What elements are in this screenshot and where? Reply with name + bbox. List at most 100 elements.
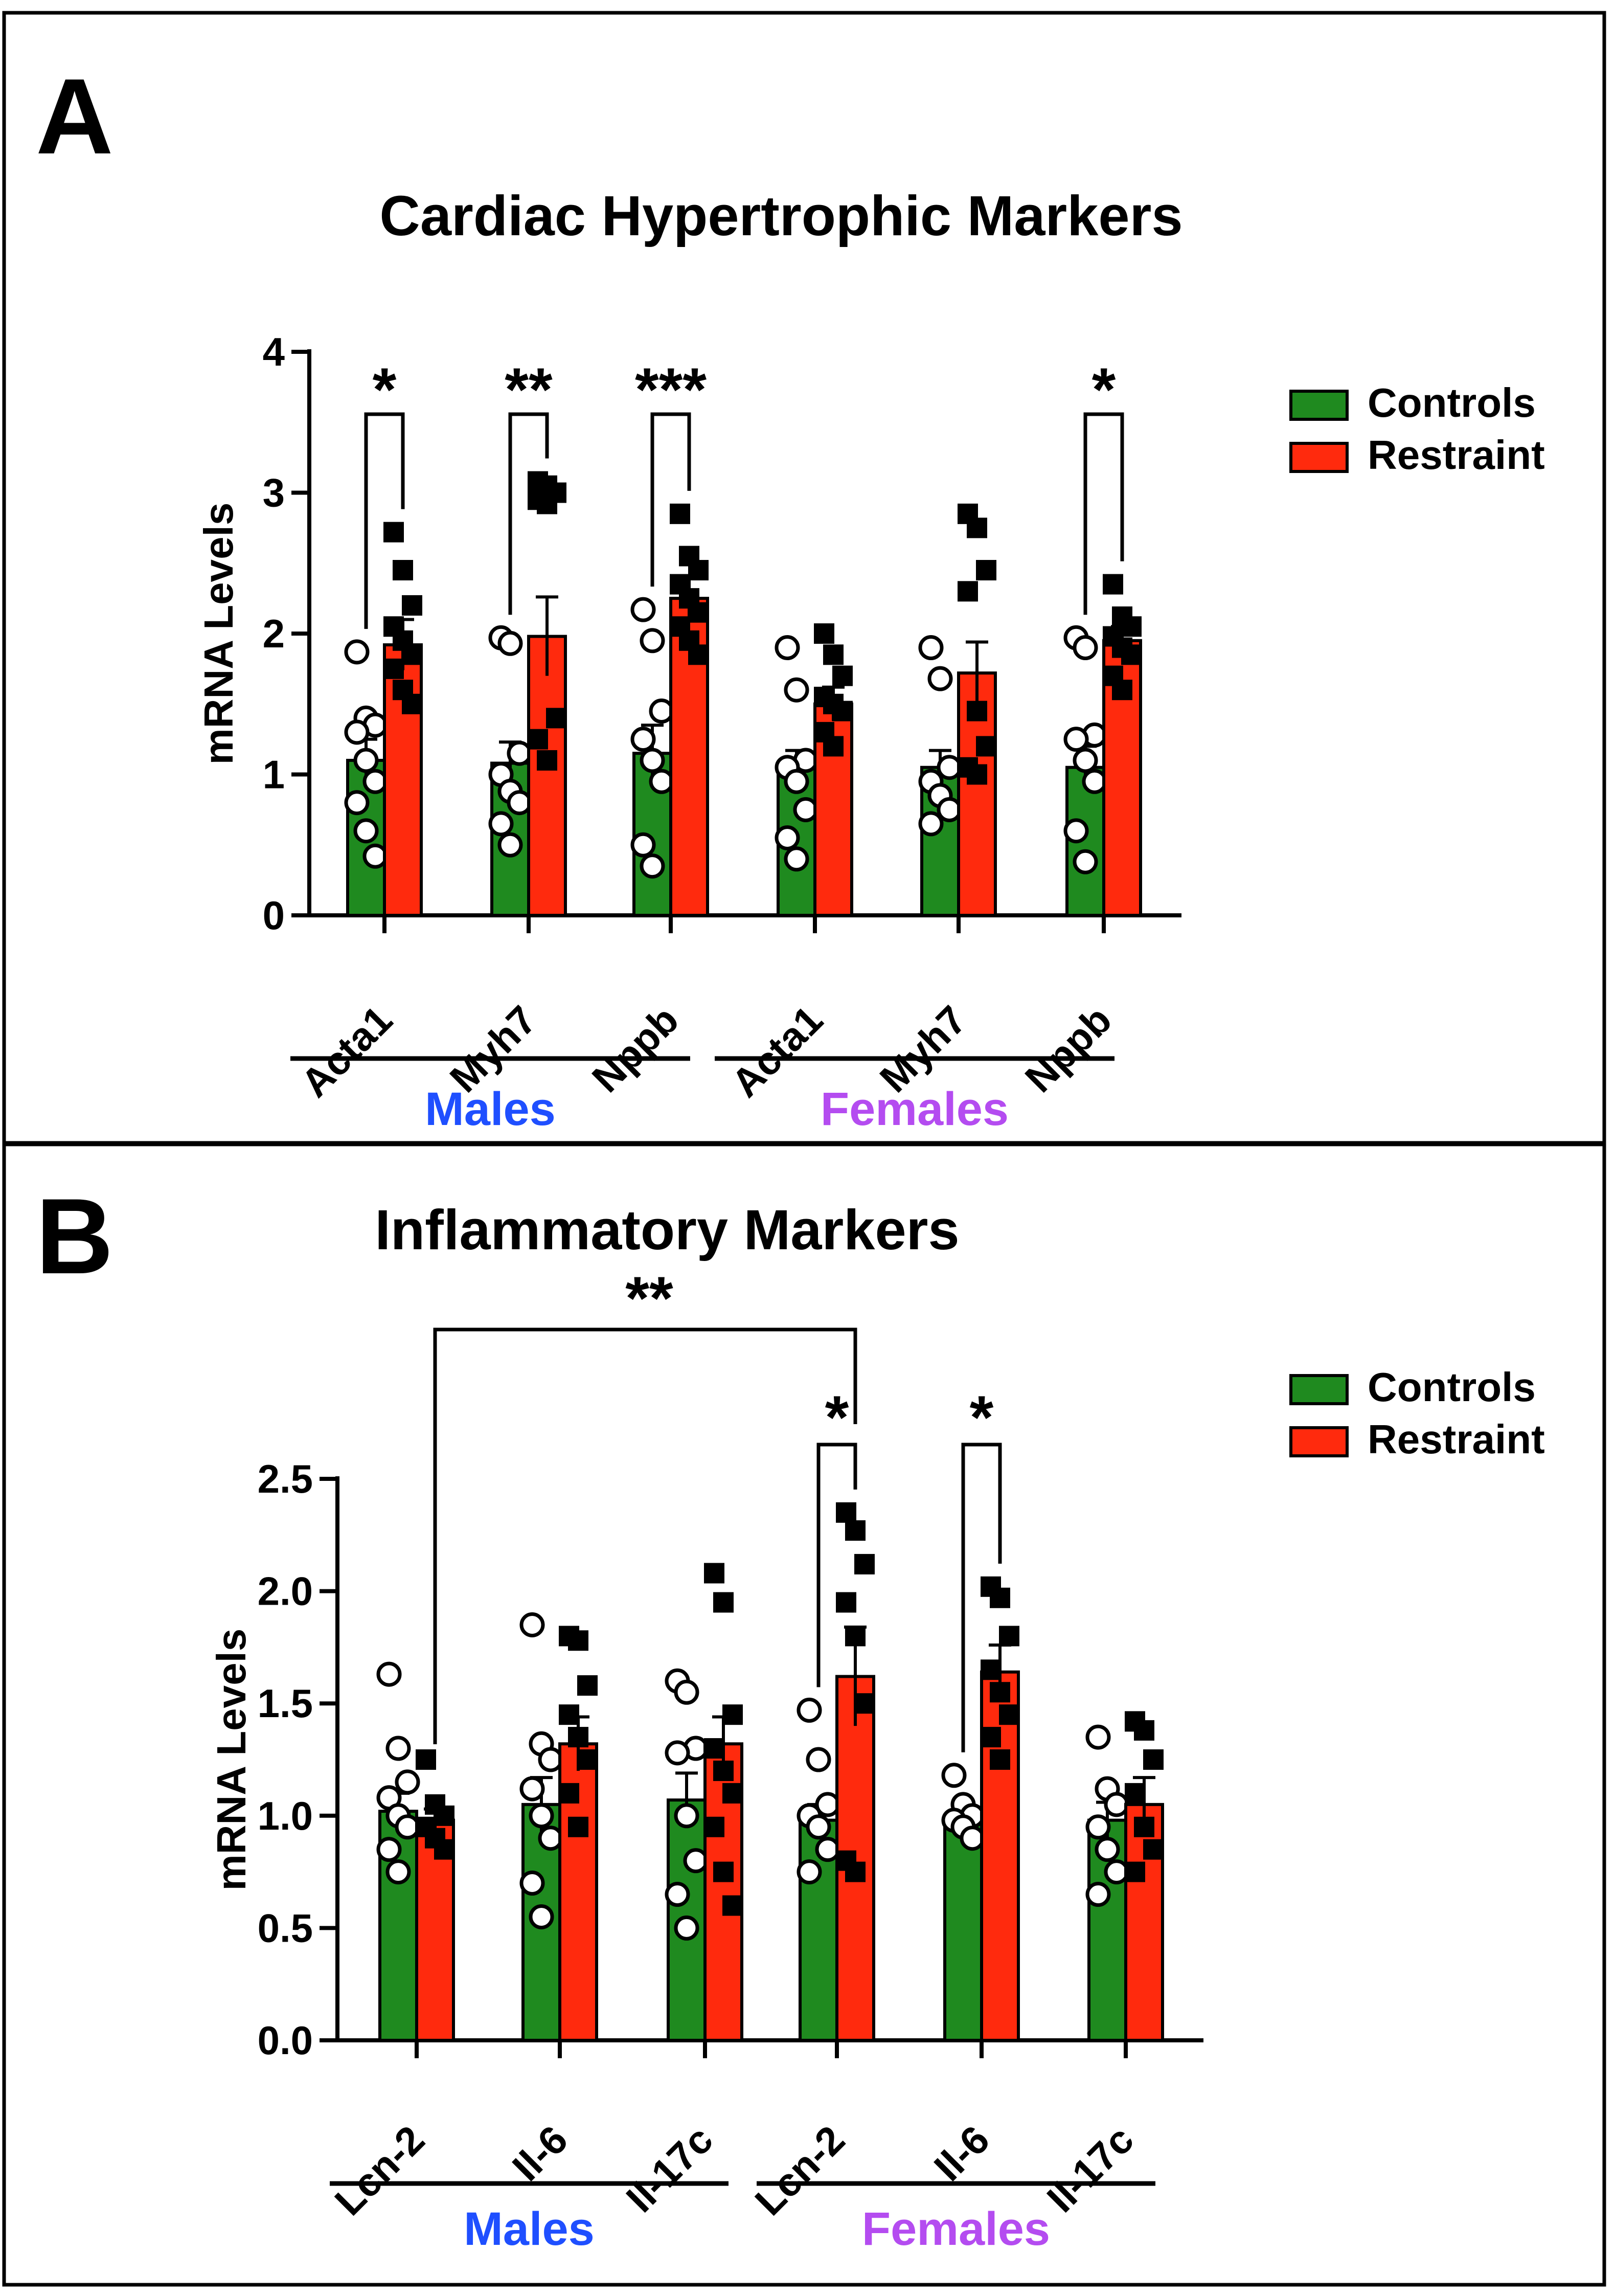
y-tick-label: 3 [263,470,285,515]
controls-point [344,639,370,665]
restraint-point [537,750,557,771]
restraint-point [568,1816,588,1837]
restraint-point [823,736,844,757]
controls-point [674,1915,699,1941]
controls-point [806,1747,831,1772]
x-tick-label: Il-6 [504,2117,576,2190]
controls-point [640,628,665,654]
panel-a-frame [2,11,1606,1145]
controls-point [395,1769,420,1795]
significance-label: * [825,1383,849,1452]
panel-b-frame [2,1142,1606,2287]
restraint-point [577,1749,598,1770]
controls-point [519,1612,545,1637]
restraint-point [1134,1816,1154,1837]
significance-label: * [1092,355,1116,424]
y-tick-label: 1.0 [258,1793,313,1838]
controls-point [630,597,656,622]
restraint-point [1121,616,1142,637]
x-tick-label: Acta1 [292,997,401,1106]
restraint-point [670,503,690,524]
controls-point [538,1747,563,1772]
y-tick-label: 1.5 [258,1681,313,1726]
legend-controls-swatch [1289,1374,1349,1405]
group-label-males: Males [464,2203,595,2255]
restraint-point [402,644,422,665]
restraint-point [393,560,413,581]
controls-point [674,1803,699,1829]
controls-point [806,1814,831,1840]
controls-point [395,1814,420,1840]
restraint-point [990,1682,1010,1703]
controls-point [1082,769,1107,794]
restraint-point [814,623,834,644]
restraint-point [559,1783,579,1804]
controls-point [797,1859,822,1885]
controls-point [674,1679,699,1705]
significance-bracket [816,1443,857,1687]
restraint-point [402,595,422,616]
restraint-point [568,1630,588,1651]
restraint-point [958,581,978,602]
restraint-point [704,1816,724,1837]
restraint-point [559,1704,579,1725]
restraint-point [713,1861,734,1882]
restraint-point [577,1675,598,1696]
legend-controls-label: Controls [1368,380,1536,425]
restraint-point [981,1659,1001,1680]
significance-bracket [364,412,405,629]
controls-point [784,769,809,794]
restraint-point [845,1626,866,1647]
legend-controls-label: Controls [1368,1364,1536,1410]
controls-point [507,740,532,766]
controls-point [1063,818,1089,844]
restraint-bar [957,671,997,917]
restraint-point [854,1554,875,1574]
restraint-point [383,658,404,679]
group-label-males: Males [425,1083,556,1135]
x-tick-label: Il-6 [925,2117,998,2190]
controls-point [376,1661,402,1687]
restraint-point [688,602,709,623]
legend-restraint-label: Restraint [1368,1416,1545,1462]
restraint-point [967,764,987,785]
controls-point [797,1697,822,1723]
significance-label: *** [635,355,707,424]
controls-point [775,635,800,661]
legend-restraint-swatch [1289,442,1349,473]
controls-point [497,631,523,656]
restraint-point [832,701,853,722]
controls-point [683,1848,709,1874]
restraint-point [845,1520,866,1541]
restraint-point [976,736,996,757]
restraint-point [990,1587,1010,1608]
controls-point [1104,1792,1129,1817]
x-tick-label: Lcn-2 [326,2117,433,2224]
restraint-point [823,644,844,665]
restraint-point [434,1805,454,1826]
controls-point [630,832,656,858]
significance-label: * [970,1383,994,1452]
controls-point [529,1803,554,1829]
significance-bracket-between-groups [433,1327,857,1744]
restraint-point [722,1704,743,1725]
controls-point [1073,635,1098,661]
controls-point [941,1763,967,1788]
restraint-point [722,1895,743,1916]
y-axis-label: mRNA Levels [196,503,241,765]
restraint-bar [980,1670,1020,2042]
restraint-point [832,665,853,686]
controls-point [784,846,809,872]
y-axis-label: mRNA Levels [209,1629,254,1891]
significance-bracket [650,412,691,587]
y-tick-label: 2.5 [258,1456,313,1501]
restraint-point [1121,644,1142,665]
restraint-point [416,1749,436,1770]
controls-point [1104,1859,1129,1885]
controls-point [538,1826,563,1851]
restraint-point [836,1502,856,1523]
controls-point [385,1736,411,1761]
controls-point [344,790,370,816]
